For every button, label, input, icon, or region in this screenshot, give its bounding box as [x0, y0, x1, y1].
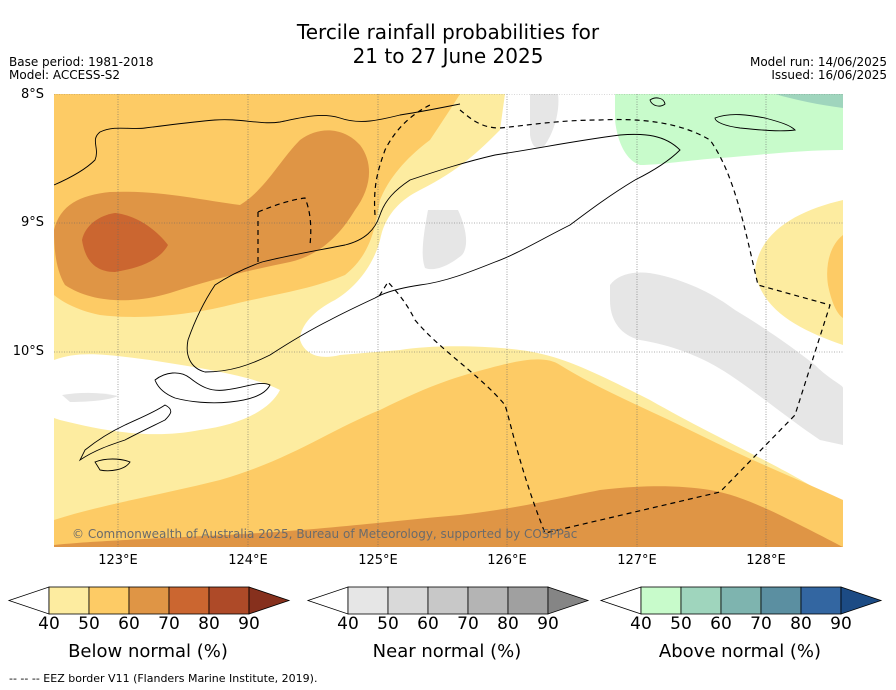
field-near-40-b — [422, 210, 467, 270]
colorbar-below-tick: 40 — [38, 614, 60, 634]
colorbar-near-segment — [347, 586, 389, 615]
colorbar-near-tick: 70 — [457, 614, 479, 634]
colorbar-title-near: Near normal (%) — [372, 641, 522, 662]
lat-label-9s: 9°S — [20, 215, 44, 230]
eez-footer-note: -- -- -- EEZ border V11 (Flanders Marine… — [9, 672, 318, 685]
colorbar-near-tick: 80 — [497, 614, 519, 634]
graticule — [54, 94, 843, 547]
field-above-50 — [775, 94, 843, 108]
colorbar-above-high-arrow — [840, 586, 883, 615]
colorbar-above-tick: 50 — [670, 614, 692, 634]
field-above-40 — [615, 94, 843, 165]
base-period: Base period: 1981-2018 — [9, 55, 154, 69]
colorbars — [7, 586, 883, 615]
colorbar-title-above: Above normal (%) — [658, 641, 822, 662]
colorbar-near-tick: 40 — [337, 614, 359, 634]
colorbar-above-segment — [720, 586, 762, 615]
colorbar-below-segment — [128, 586, 170, 615]
colorbar-below-segment — [48, 586, 90, 615]
colorbar-near-segment — [467, 586, 509, 615]
colorbar-below-segment — [88, 586, 130, 615]
colorbar-near-tick: 50 — [377, 614, 399, 634]
flores-coast — [54, 103, 461, 186]
colorbar-below-low-arrow — [7, 586, 50, 615]
colorbar-above-tick: 40 — [630, 614, 652, 634]
lon-label-124e: 124°E — [228, 553, 268, 568]
lon-label-125e: 125°E — [358, 553, 398, 568]
title-line-2: 21 to 27 June 2025 — [352, 44, 544, 68]
lat-label-8s: 8°S — [20, 87, 44, 102]
colorbar-below-tick: 70 — [158, 614, 180, 634]
colorbar-above-segment — [800, 586, 842, 615]
timor-coast — [186, 133, 681, 373]
map-fields — [54, 94, 843, 547]
wetar-island — [649, 97, 666, 107]
sumba-island — [78, 404, 172, 462]
meta-left: Base period: 1981-2018 Model: ACCESS-S2 — [9, 56, 154, 82]
colorbar-near-segment — [387, 586, 429, 615]
colorbar-below-tick: 60 — [118, 614, 140, 634]
colorbar-above-tick: 70 — [750, 614, 772, 634]
colorbar-below-tick: 80 — [198, 614, 220, 634]
field-near-40-d — [62, 392, 118, 402]
colorbar-near-tick: 60 — [417, 614, 439, 634]
meta-right: Model run: 14/06/2025 Issued: 16/06/2025 — [750, 56, 887, 82]
lon-label-123e: 123°E — [98, 553, 138, 568]
colorbar-above-low-arrow — [599, 586, 642, 615]
colorbar-above-tick: 80 — [790, 614, 812, 634]
model-run: Model run: 14/06/2025 — [749, 55, 887, 69]
field-white-north — [300, 94, 843, 500]
colorbar-below-tick: 50 — [78, 614, 100, 634]
lon-label-128e: 128°E — [746, 553, 786, 568]
colorbar-near-tick: 90 — [537, 614, 559, 634]
colorbar-below-segment — [168, 586, 210, 615]
coastlines — [54, 97, 796, 472]
tanimbar-island — [714, 114, 796, 132]
colorbar-near-segment — [507, 586, 549, 615]
field-below-50-east — [827, 235, 843, 318]
model-name: Model: ACCESS-S2 — [9, 68, 121, 82]
lat-label-10s: 10°S — [12, 344, 44, 359]
title-line-1: Tercile rainfall probabilities for — [296, 20, 600, 44]
map-title: Tercile rainfall probabilities for 21 to… — [0, 20, 896, 68]
field-near-40-a — [530, 94, 559, 149]
colorbar-below-segment — [208, 586, 250, 615]
colorbar-title-below: Below normal (%) — [68, 641, 228, 662]
field-near-40-c — [610, 272, 843, 445]
colorbar-near-segment — [427, 586, 469, 615]
copyright-text: © Commonwealth of Australia 2025, Bureau… — [72, 527, 578, 541]
field-below-60-south — [54, 486, 843, 547]
lon-label-127e: 127°E — [617, 553, 657, 568]
colorbar-above-segment — [680, 586, 722, 615]
field-below-70 — [82, 213, 168, 272]
eez-border — [257, 104, 831, 534]
colorbar-above-segment — [640, 586, 682, 615]
colorbar-above-tick: 90 — [830, 614, 852, 634]
issued-date: Issued: 16/06/2025 — [771, 68, 887, 82]
rote-island — [154, 372, 271, 404]
savu-island — [94, 458, 131, 472]
colorbar-below-tick: 90 — [238, 614, 260, 634]
lon-label-126e: 126°E — [487, 553, 527, 568]
colorbar-near-high-arrow — [547, 586, 590, 615]
colorbar-near-low-arrow — [306, 586, 349, 615]
colorbar-below-high-arrow — [248, 586, 291, 615]
colorbar-above-tick: 60 — [710, 614, 732, 634]
colorbar-above-segment — [760, 586, 802, 615]
